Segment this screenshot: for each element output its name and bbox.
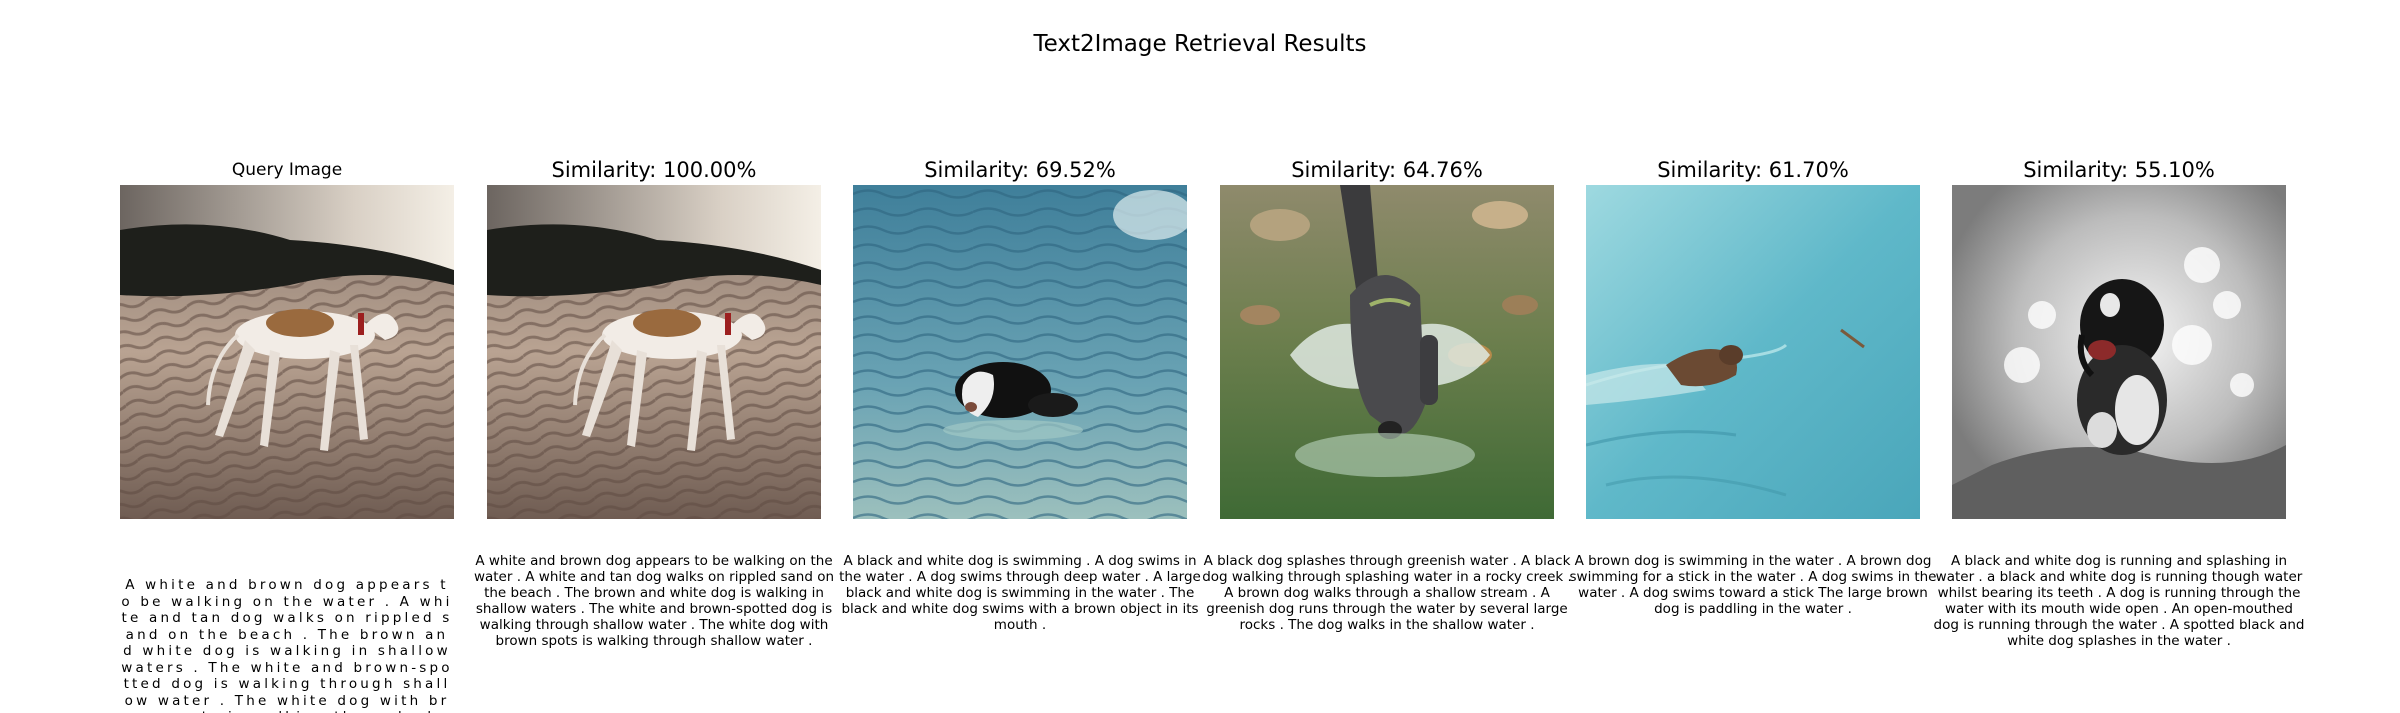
query-caption: A white and brown dog appears to be walk… <box>121 577 453 713</box>
dog-shape <box>1340 185 1438 439</box>
result-caption: A white and brown dog appears to be walk… <box>473 553 835 649</box>
result-caption: A black and white dog is running and spl… <box>1933 553 2305 649</box>
splashing-dog-photo <box>1952 185 2286 519</box>
greyhound-shape <box>573 309 766 451</box>
result-image-3[interactable] <box>1220 185 1554 519</box>
beach-dog-photo <box>487 185 821 519</box>
greyhound-shape <box>206 309 399 451</box>
result-similarity-label: Similarity: 64.76% <box>1291 158 1483 182</box>
query-label: Query Image <box>231 160 343 180</box>
result-similarity-label: Similarity: 55.10% <box>2023 158 2215 182</box>
query-image <box>120 185 454 519</box>
result-caption: A black and white dog is swimming . A do… <box>839 553 1201 633</box>
swimming-dog-photo <box>853 185 1187 519</box>
dog-shape <box>1586 345 1743 405</box>
result-image-4[interactable] <box>1586 185 1920 519</box>
result-caption: A brown dog is swimming in the water . A… <box>1569 553 1937 617</box>
result-image-1[interactable] <box>487 185 821 519</box>
result-similarity-label: Similarity: 61.70% <box>1657 158 1849 182</box>
result-image-2[interactable] <box>853 185 1187 519</box>
dog-shape <box>2077 279 2167 455</box>
result-image-5[interactable] <box>1952 185 2286 519</box>
water-spray <box>2004 247 2254 397</box>
result-similarity-label: Similarity: 100.00% <box>551 158 757 182</box>
beach-dog-photo <box>120 185 454 519</box>
dog-head-shape <box>955 362 1078 418</box>
figure-title: Text2Image Retrieval Results <box>1033 31 1367 57</box>
creek-dog-photo <box>1220 185 1554 519</box>
stick-dog-photo <box>1586 185 1920 519</box>
result-caption: A black dog splashes through greenish wa… <box>1202 553 1572 633</box>
result-similarity-label: Similarity: 69.52% <box>924 158 1116 182</box>
stick-shape <box>1840 328 1865 349</box>
